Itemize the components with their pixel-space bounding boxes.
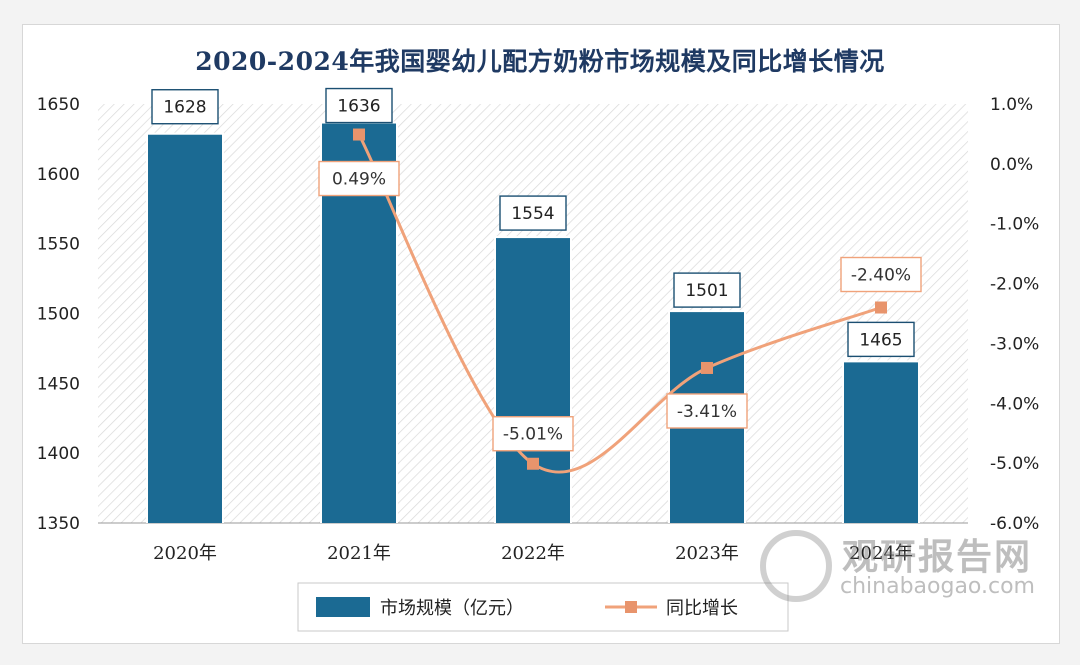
legend-bar-swatch — [316, 597, 370, 617]
line-label-box — [666, 393, 748, 429]
x-tick-label: 2020年 — [153, 543, 217, 564]
bar — [496, 238, 570, 523]
legend-line-label: 同比增长 — [666, 598, 738, 619]
y-right-tick-label: -3.0% — [990, 334, 1039, 354]
y-right-tick-label: 1.0% — [990, 95, 1033, 115]
line-label-box — [840, 256, 922, 293]
y-left-tick-label: 1600 — [37, 165, 80, 185]
legend-line-marker — [625, 601, 637, 613]
y-right-tick-label: -4.0% — [990, 394, 1039, 414]
x-tick-label: 2021年 — [327, 543, 391, 564]
line-value-label: -3.41% — [677, 402, 737, 422]
y-left-tick-label: 1650 — [37, 95, 80, 115]
y-left-tick-label: 1350 — [37, 514, 80, 534]
line-value-label: -5.01% — [503, 425, 563, 445]
y-right-tick-label: -6.0% — [990, 514, 1039, 534]
watermark-corner-brand: 观研报告网 — [842, 537, 1033, 578]
x-tick-label: 2024年 — [849, 543, 913, 564]
x-tick-label: 2023年 — [675, 543, 739, 564]
y-right-tick-label: -1.0% — [990, 215, 1039, 235]
y-left-tick-label: 1500 — [37, 305, 80, 325]
bar-value-label: 1554 — [511, 204, 554, 224]
watermark-corner-url: chinabaogao.com — [840, 574, 1035, 599]
growth-marker — [353, 128, 365, 141]
y-right-tick-label: -5.0% — [990, 454, 1039, 474]
x-tick-label: 2022年 — [501, 543, 565, 564]
bar-label-box — [325, 87, 393, 124]
line-value-label: -2.40% — [851, 266, 911, 286]
bar — [148, 134, 222, 523]
line-label-box — [492, 416, 574, 452]
data-labels-group: 1628 1636 1554 1501 1465 0.49% -5.01% -3.41% -2.… — [151, 87, 922, 452]
y-left-tick-label: 1450 — [37, 374, 80, 394]
y-left-tick-label: 1400 — [37, 444, 80, 464]
bar-value-label: 1501 — [685, 281, 728, 301]
bar-label-box — [151, 89, 219, 125]
bar-value-label: 1628 — [163, 98, 206, 118]
growth-line — [357, 133, 882, 474]
line-label-box — [318, 160, 400, 197]
growth-marker — [701, 361, 713, 374]
legend-box — [297, 582, 789, 632]
bar-label-box — [499, 195, 567, 231]
bar-label-box — [847, 321, 915, 358]
line-group — [353, 128, 887, 474]
line-value-label: 0.49% — [332, 170, 386, 190]
watermark-logo-icon — [760, 530, 832, 602]
y-right-tick-label: 0.0% — [990, 155, 1033, 175]
legend-bar-label: 市场规模（亿元） — [380, 598, 524, 619]
y-left-tick-label: 1550 — [37, 235, 80, 255]
legend: 市场规模（亿元） 同比增长 — [297, 582, 789, 632]
y-right-tick-label: -2.0% — [990, 275, 1039, 295]
bar-value-label: 1465 — [859, 330, 902, 350]
bar-label-box — [673, 272, 741, 308]
growth-marker — [875, 301, 887, 314]
chart-title: 2020-2024年我国婴幼儿配方奶粉市场规模及同比增长情况 — [195, 47, 885, 76]
bar — [844, 362, 918, 523]
growth-marker — [527, 457, 539, 470]
bar-value-label: 1636 — [337, 97, 380, 117]
